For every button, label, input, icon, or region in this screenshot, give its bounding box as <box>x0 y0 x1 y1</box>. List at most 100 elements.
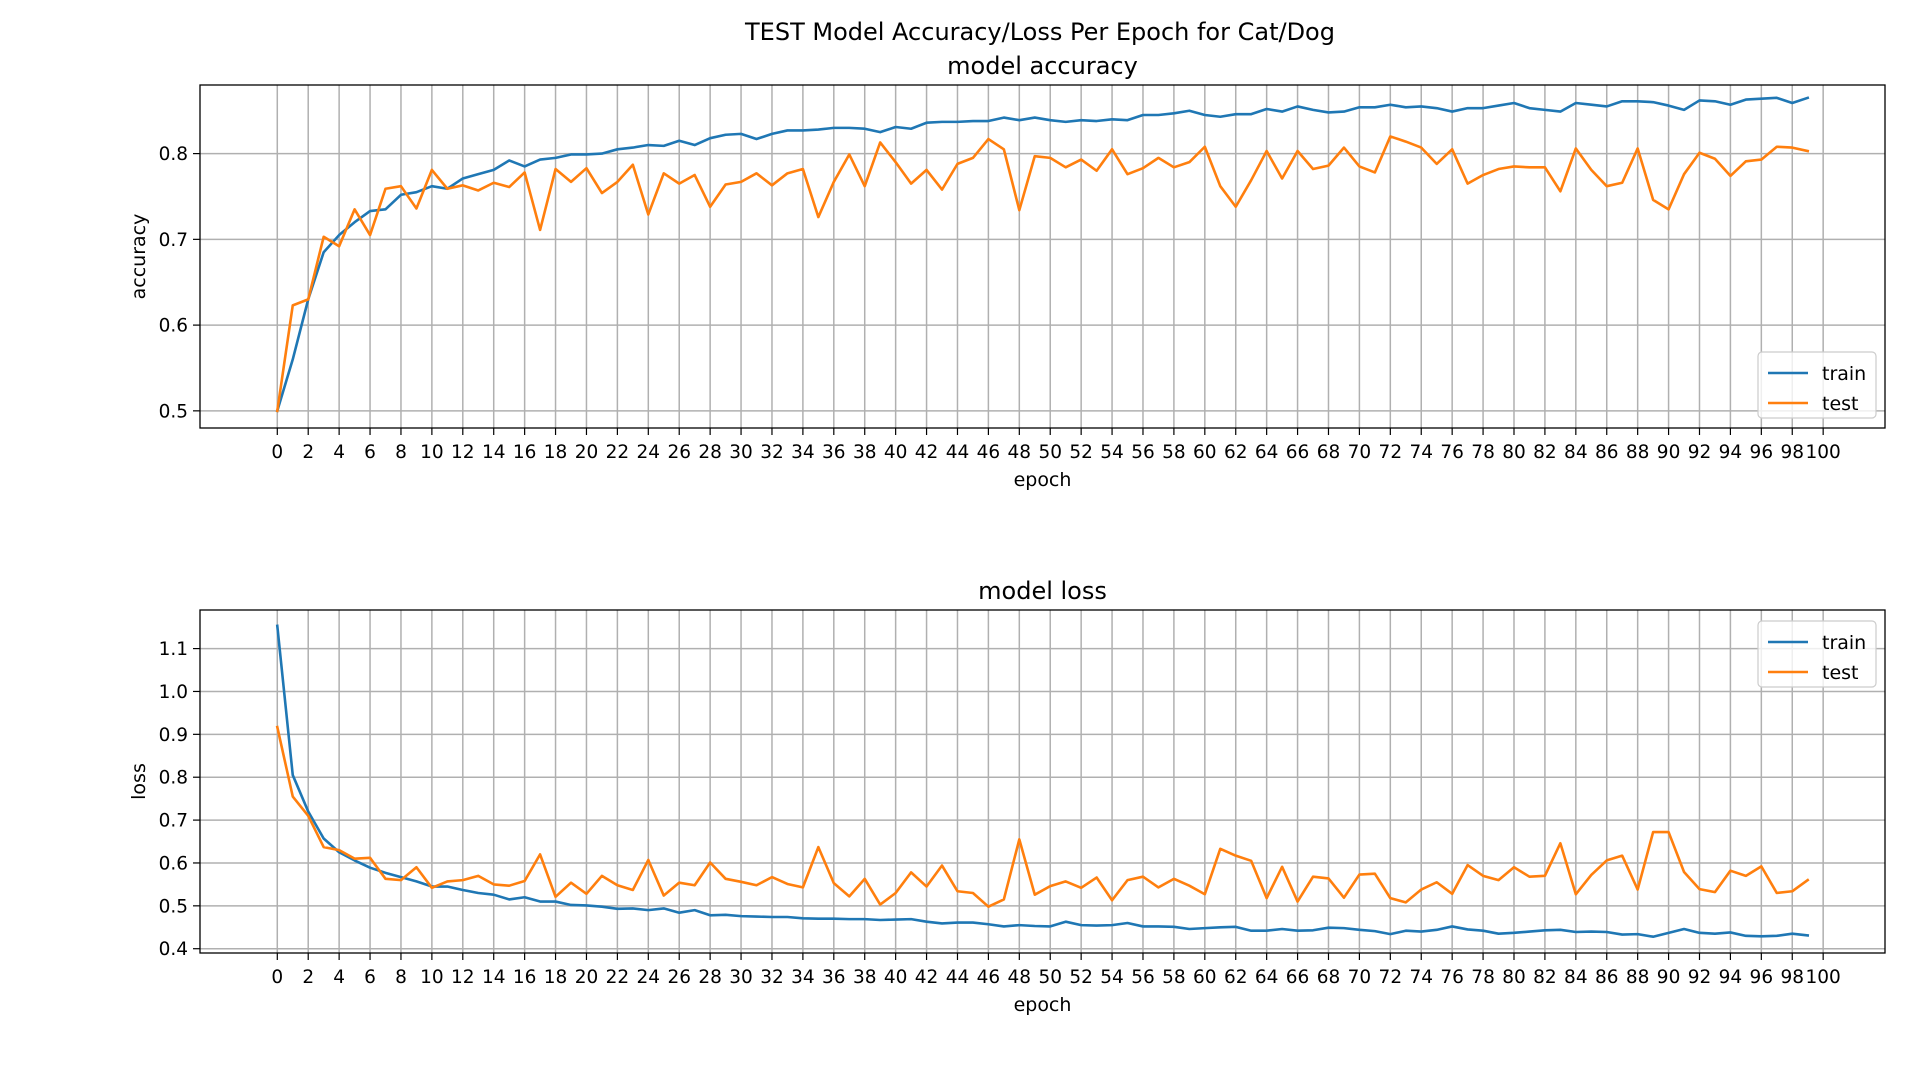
x-tick-label: 72 <box>1379 967 1403 988</box>
x-tick-label: 40 <box>884 442 908 463</box>
x-tick-label: 16 <box>513 442 537 463</box>
y-tick-label: 0.5 <box>159 896 188 917</box>
x-tick-label: 0 <box>271 967 283 988</box>
x-tick-label: 58 <box>1162 967 1186 988</box>
x-tick-label: 64 <box>1255 967 1279 988</box>
x-tick-label: 68 <box>1317 967 1341 988</box>
axes-accuracy: 0 2 4 6 8 10 12 14 16 18 20 22 24 26 28 30 32 34 36 38 40 42 4… <box>128 52 1886 491</box>
x-tick-label: 6 <box>364 967 376 988</box>
x-tick-label: 48 <box>1008 967 1032 988</box>
x-tick-label: 36 <box>822 442 846 463</box>
x-tick-label: 48 <box>1008 442 1032 463</box>
x-tick-label: 96 <box>1750 967 1774 988</box>
axes-title-loss: model loss <box>978 577 1107 605</box>
grid-accuracy <box>200 85 1885 428</box>
x-tick-label: 24 <box>637 967 661 988</box>
legend-frame <box>1757 620 1877 688</box>
legend-loss: train test <box>1757 620 1877 688</box>
x-tick-label: 42 <box>915 442 939 463</box>
x-tick-label: 86 <box>1595 967 1619 988</box>
x-tick-label: 66 <box>1286 967 1310 988</box>
x-tick-label: 20 <box>575 442 599 463</box>
x-tick-label: 10 <box>420 967 444 988</box>
x-tick-label: 8 <box>395 967 407 988</box>
x-tick-label: 44 <box>946 967 970 988</box>
x-tick-label: 70 <box>1348 967 1372 988</box>
x-tick-label: 34 <box>791 967 815 988</box>
x-tick-label: 68 <box>1317 442 1341 463</box>
x-tick-label: 0 <box>271 442 283 463</box>
legend-label-test: test <box>1822 662 1859 684</box>
y-tick-label: 0.6 <box>159 853 188 874</box>
x-tick-label: 80 <box>1502 442 1526 463</box>
y-tick-label: 0.7 <box>159 230 188 251</box>
x-tick-label: 76 <box>1440 967 1464 988</box>
y-axis-label: accuracy <box>128 214 150 300</box>
y-axis-label: loss <box>128 763 150 800</box>
x-tick-label: 56 <box>1131 442 1155 463</box>
x-tick-label: 76 <box>1440 442 1464 463</box>
x-tick-label: 60 <box>1193 967 1217 988</box>
x-tick-label: 70 <box>1348 442 1372 463</box>
x-tick-label: 82 <box>1533 967 1557 988</box>
x-tick-label: 74 <box>1409 442 1433 463</box>
x-tick-label: 8 <box>395 442 407 463</box>
x-tick-label: 26 <box>667 967 691 988</box>
x-axis-label: epoch <box>1014 994 1072 1016</box>
x-tick-label: 30 <box>729 442 753 463</box>
x-tick-label: 50 <box>1038 967 1062 988</box>
y-tick-label: 0.8 <box>159 144 188 165</box>
x-tick-label: 56 <box>1131 967 1155 988</box>
x-tick-label: 12 <box>451 967 475 988</box>
x-tick-label: 22 <box>606 967 630 988</box>
legend-label-train: train <box>1822 632 1866 654</box>
x-tick-label: 28 <box>698 967 722 988</box>
x-tick-label: 62 <box>1224 442 1248 463</box>
axes-loss: 0 2 4 6 8 10 12 14 16 18 20 22 24 26 28 30 32 34 36 38 40 42 4… <box>128 577 1886 1016</box>
x-tick-label: 10 <box>420 442 444 463</box>
x-tick-label: 24 <box>637 442 661 463</box>
x-tick-label: 78 <box>1471 442 1495 463</box>
grid-loss <box>200 610 1885 953</box>
y-tick-label: 0.9 <box>159 725 188 746</box>
x-tick-label: 74 <box>1409 967 1433 988</box>
x-tick-label: 14 <box>482 967 506 988</box>
x-tick-label: 34 <box>791 442 815 463</box>
y-tick-label: 0.4 <box>159 939 188 960</box>
x-tick-label: 52 <box>1069 967 1093 988</box>
x-tick-label: 100 <box>1806 442 1841 463</box>
axes-frame <box>199 84 1886 429</box>
x-tick-label: 86 <box>1595 442 1619 463</box>
y-tick-label: 1.0 <box>159 682 188 703</box>
x-tick-label: 58 <box>1162 442 1186 463</box>
x-tick-label: 54 <box>1100 442 1124 463</box>
y-tick-label: 0.5 <box>159 401 188 422</box>
x-tick-label: 80 <box>1502 967 1526 988</box>
figure-suptitle: TEST Model Accuracy/Loss Per Epoch for C… <box>744 18 1335 46</box>
x-tick-label: 98 <box>1780 967 1804 988</box>
x-tick-label: 18 <box>544 442 568 463</box>
series-line-train <box>275 96 1810 413</box>
x-tick-label: 60 <box>1193 442 1217 463</box>
x-tick-label: 78 <box>1471 967 1495 988</box>
legend-frame <box>1757 351 1877 419</box>
axes-title-accuracy: model accuracy <box>947 52 1138 80</box>
x-tick-label: 64 <box>1255 442 1279 463</box>
x-tick-label: 44 <box>946 442 970 463</box>
x-tick-label: 94 <box>1719 967 1743 988</box>
x-tick-label: 18 <box>544 967 568 988</box>
x-tick-label: 82 <box>1533 442 1557 463</box>
x-tick-label: 6 <box>364 442 376 463</box>
legend-accuracy: train test <box>1757 351 1877 419</box>
x-tick-label: 88 <box>1626 442 1650 463</box>
y-tick-label: 0.6 <box>159 316 188 337</box>
x-tick-label: 96 <box>1750 442 1774 463</box>
x-tick-label: 14 <box>482 442 506 463</box>
x-tick-label: 94 <box>1719 442 1743 463</box>
x-tick-label: 62 <box>1224 967 1248 988</box>
x-tick-label: 88 <box>1626 967 1650 988</box>
x-tick-label: 38 <box>853 442 877 463</box>
x-tick-label: 2 <box>302 967 314 988</box>
x-tick-label: 98 <box>1780 442 1804 463</box>
x-tick-label: 40 <box>884 967 908 988</box>
